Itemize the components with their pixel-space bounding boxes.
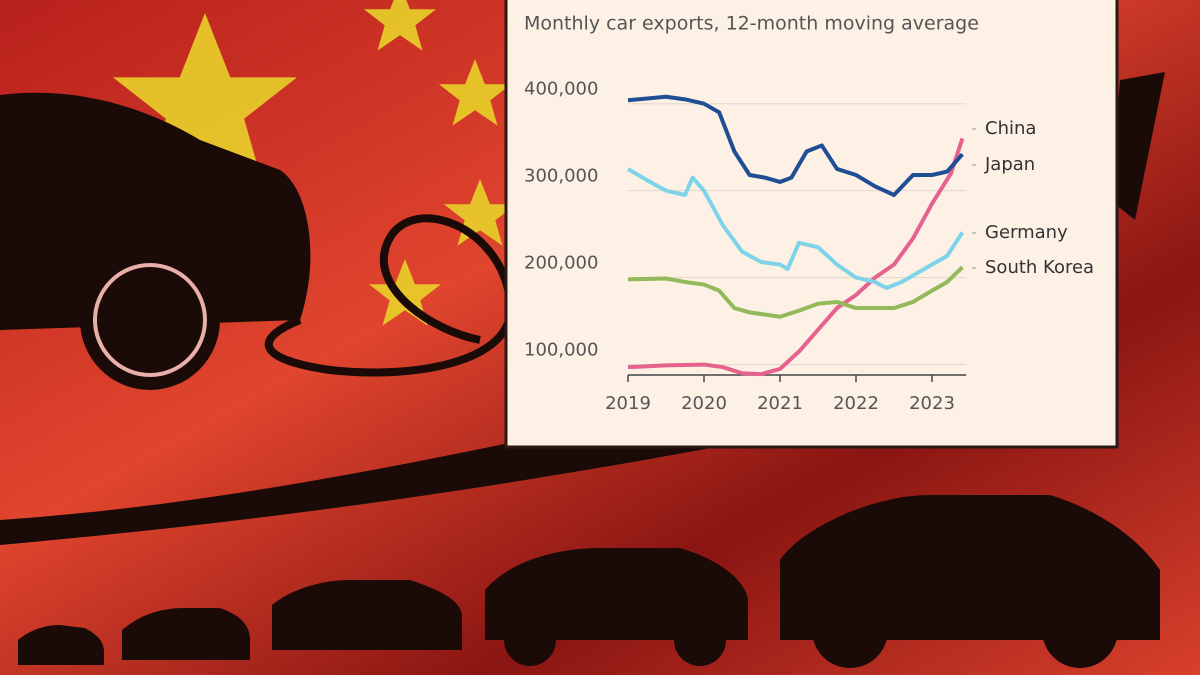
- series-line: [626, 167, 965, 291]
- legend-label: South Korea: [985, 257, 1094, 278]
- series-line: [627, 137, 965, 377]
- legend-label: China: [985, 118, 1036, 139]
- x-tick-label: 2020: [681, 393, 727, 414]
- y-tick-label: 300,000: [524, 166, 598, 187]
- x-tick-label: 2023: [909, 393, 955, 414]
- y-tick-label: 400,000: [524, 79, 598, 100]
- chart-title: Monthly car exports, 12-month moving ave…: [524, 13, 979, 35]
- series-line: [627, 94, 964, 197]
- x-tick-label: 2022: [833, 393, 879, 414]
- x-tick-label: 2019: [605, 393, 651, 414]
- legend-label: Japan: [984, 154, 1035, 175]
- legend-label: Germany: [985, 222, 1068, 243]
- x-tick-label: 2021: [757, 393, 803, 414]
- y-tick-label: 200,000: [524, 253, 598, 274]
- series-line: [627, 265, 964, 319]
- y-tick-label: 100,000: [524, 340, 598, 361]
